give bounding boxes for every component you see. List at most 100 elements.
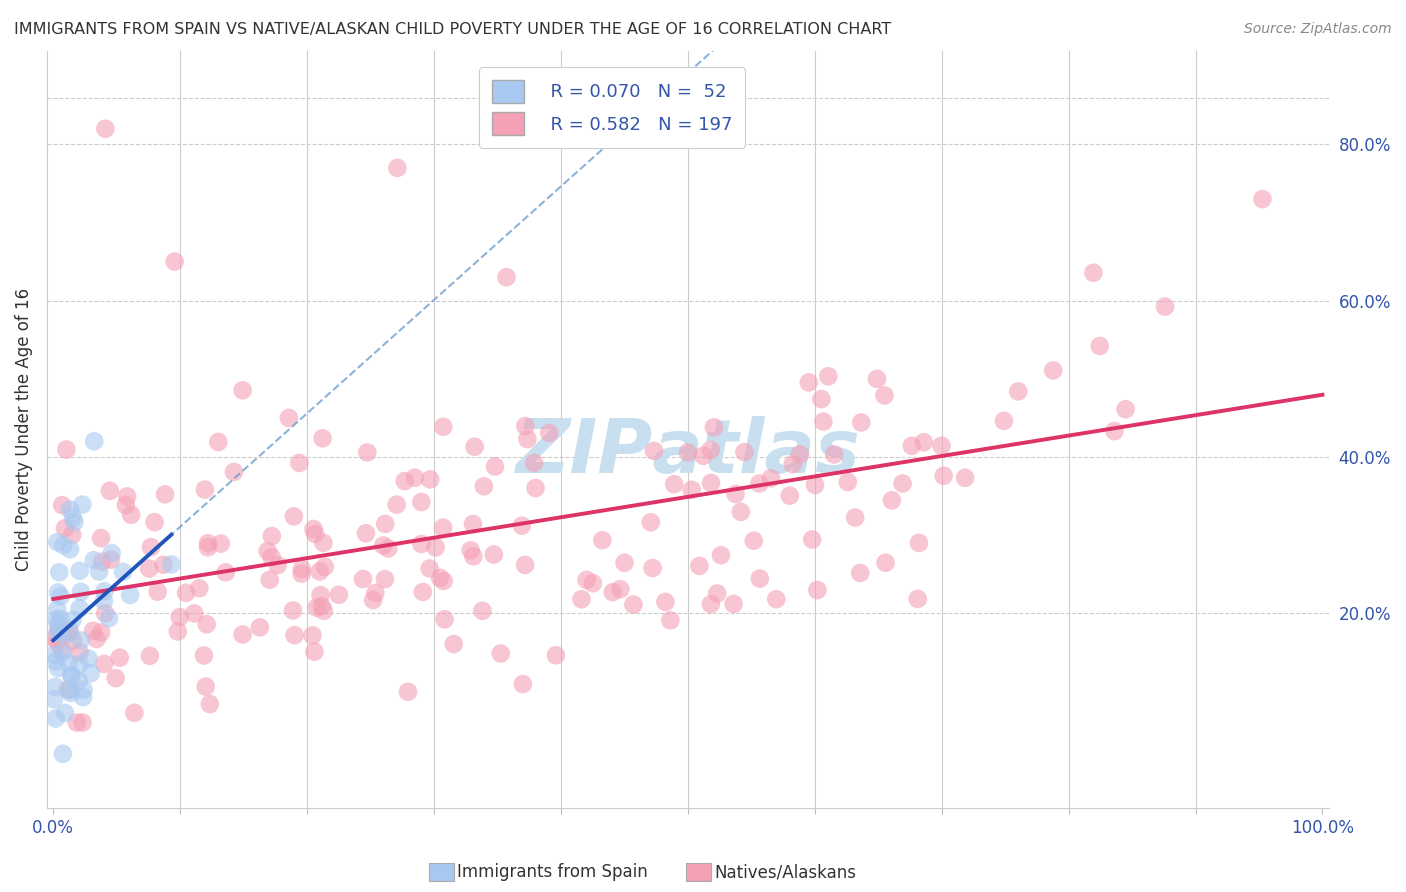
Point	[90, 531, 112, 545]
Point	[120, 588, 142, 602]
Point	[544, 648, 567, 663]
Point	[260, 529, 283, 543]
Point	[779, 489, 801, 503]
Point	[571, 592, 593, 607]
Point	[232, 627, 254, 641]
Point	[891, 476, 914, 491]
Point	[42, 692, 65, 706]
Point	[419, 472, 441, 486]
Point	[45, 634, 67, 648]
Point	[733, 445, 755, 459]
Text: IMMIGRANTS FROM SPAIN VS NATIVE/ALASKAN CHILD POVERTY UNDER THE AGE OF 16 CORREL: IMMIGRANTS FROM SPAIN VS NATIVE/ALASKAN …	[14, 22, 891, 37]
Point	[394, 474, 416, 488]
Point	[516, 432, 538, 446]
Point	[197, 541, 219, 555]
Point	[256, 544, 278, 558]
Point	[823, 448, 845, 462]
Point	[63, 515, 86, 529]
Point	[873, 388, 896, 402]
Point	[810, 392, 832, 406]
Point	[510, 518, 533, 533]
Point	[304, 645, 326, 659]
Point	[283, 509, 305, 524]
Point	[730, 505, 752, 519]
Point	[374, 572, 396, 586]
Point	[45, 711, 67, 725]
Point	[419, 561, 441, 575]
Point	[1154, 300, 1177, 314]
Point	[100, 546, 122, 560]
Point	[58, 657, 80, 671]
Point	[851, 416, 873, 430]
Point	[602, 585, 624, 599]
Point	[56, 626, 79, 640]
Point	[183, 607, 205, 621]
Point	[374, 516, 396, 531]
Point	[69, 564, 91, 578]
Point	[124, 706, 146, 720]
Point	[232, 384, 254, 398]
Point	[461, 516, 484, 531]
Point	[489, 647, 512, 661]
Point	[643, 443, 665, 458]
Point	[115, 490, 138, 504]
Point	[495, 270, 517, 285]
Point	[209, 536, 232, 550]
Point	[46, 585, 69, 599]
Point	[308, 565, 330, 579]
Point	[58, 624, 80, 638]
Point	[806, 582, 828, 597]
Point	[782, 457, 804, 471]
Point	[484, 459, 506, 474]
Point	[432, 521, 454, 535]
Point	[688, 558, 710, 573]
Point	[844, 510, 866, 524]
Point	[153, 487, 176, 501]
Point	[146, 584, 169, 599]
Text: Immigrants from Spain: Immigrants from Spain	[457, 863, 648, 881]
Point	[765, 592, 787, 607]
Point	[51, 643, 73, 657]
Point	[659, 613, 682, 627]
Point	[93, 657, 115, 671]
Point	[723, 597, 745, 611]
Point	[1088, 339, 1111, 353]
Point	[222, 465, 245, 479]
Point	[1115, 402, 1137, 417]
Point	[866, 372, 889, 386]
Point	[301, 628, 323, 642]
Point	[849, 566, 872, 580]
Point	[52, 645, 75, 659]
Point	[249, 620, 271, 634]
Point	[640, 516, 662, 530]
Point	[817, 369, 839, 384]
Point	[875, 556, 897, 570]
Point	[53, 521, 76, 535]
Point	[931, 439, 953, 453]
Point	[70, 633, 93, 648]
Point	[512, 677, 534, 691]
Point	[160, 558, 183, 572]
Point	[789, 447, 811, 461]
Point	[46, 616, 69, 631]
Point	[309, 588, 332, 602]
Point	[759, 471, 782, 485]
Point	[700, 597, 723, 611]
Point	[139, 540, 162, 554]
Point	[197, 536, 219, 550]
Point	[80, 666, 103, 681]
Point	[676, 445, 699, 459]
Point	[53, 706, 76, 720]
Point	[120, 508, 142, 522]
Point	[412, 585, 434, 599]
Point	[94, 607, 117, 621]
Point	[69, 585, 91, 599]
Point	[59, 626, 82, 640]
Point	[433, 612, 456, 626]
Point	[72, 690, 94, 705]
Point	[742, 533, 765, 548]
Point	[62, 633, 84, 648]
Point	[515, 419, 537, 434]
Point	[304, 527, 326, 541]
Point	[314, 559, 336, 574]
